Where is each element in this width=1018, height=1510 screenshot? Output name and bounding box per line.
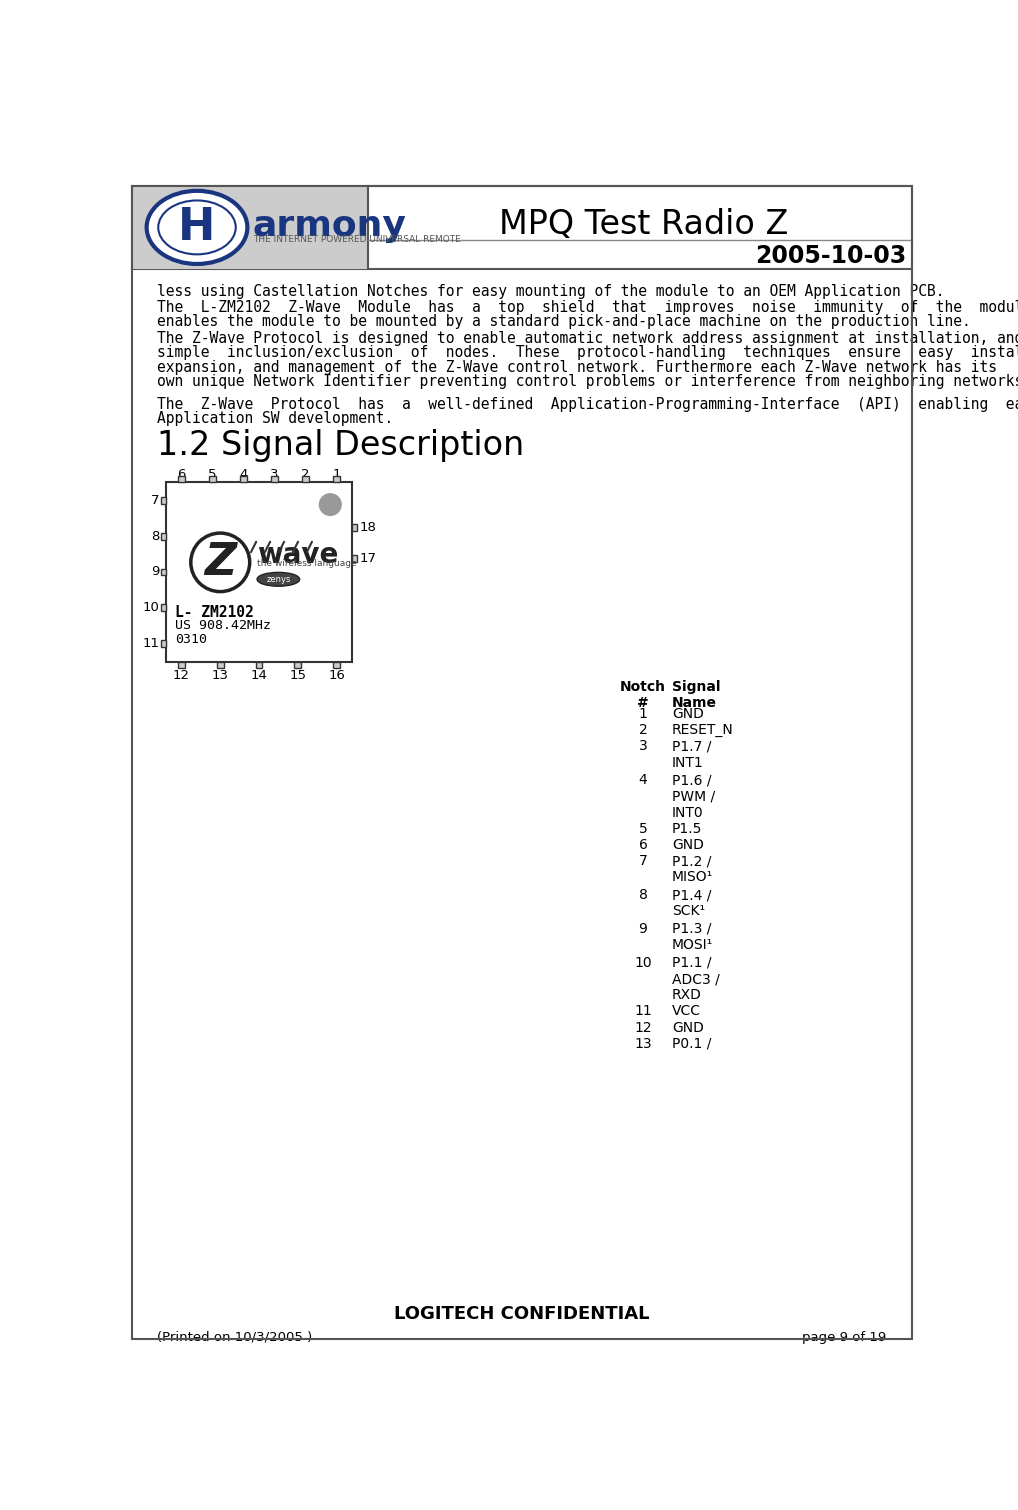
Text: 7: 7	[638, 855, 647, 868]
Bar	[161, 568, 166, 575]
Text: The  Z-Wave  Protocol  has  a  well-defined  Application-Programming-Interface  : The Z-Wave Protocol has a well-defined A…	[157, 397, 1018, 412]
Text: The Z-Wave Protocol is designed to enable automatic network address assignment a: The Z-Wave Protocol is designed to enabl…	[157, 331, 1018, 346]
Text: 17: 17	[359, 553, 377, 565]
Text: (Printed on 10/3/2005 ): (Printed on 10/3/2005 )	[157, 1330, 312, 1344]
Text: 8: 8	[638, 888, 647, 901]
Text: 4: 4	[638, 773, 647, 787]
Text: GND: GND	[672, 1021, 704, 1034]
Text: GND: GND	[672, 707, 704, 722]
Text: L- ZM2102: L- ZM2102	[175, 604, 254, 619]
Text: own unique Network Identifier preventing control problems or interference from n: own unique Network Identifier preventing…	[157, 374, 1018, 390]
Text: P1.2 /
MISO¹: P1.2 / MISO¹	[672, 855, 714, 885]
Text: H: H	[178, 205, 216, 249]
Bar	[333, 476, 340, 482]
Text: less using Castellation Notches for easy mounting of the module to an OEM Applic: less using Castellation Notches for easy…	[157, 284, 945, 299]
Text: 12: 12	[173, 669, 190, 683]
Text: LOGITECH CONFIDENTIAL: LOGITECH CONFIDENTIAL	[394, 1306, 649, 1323]
Text: 12: 12	[634, 1021, 652, 1034]
Bar	[333, 663, 340, 667]
Text: expansion, and management of the Z-Wave control network. Furthermore each Z-Wave: expansion, and management of the Z-Wave …	[157, 359, 997, 374]
Text: MPQ Test Radio Z: MPQ Test Radio Z	[499, 208, 789, 242]
Text: 9: 9	[638, 923, 647, 936]
Bar	[352, 556, 357, 562]
Bar	[352, 524, 357, 532]
Text: wave: wave	[258, 541, 339, 569]
Bar	[178, 476, 185, 482]
Text: 3: 3	[270, 468, 279, 480]
Text: 6: 6	[638, 838, 647, 852]
Text: Z: Z	[205, 541, 236, 584]
Text: P0.1 /: P0.1 /	[672, 1037, 712, 1051]
Bar	[302, 476, 309, 482]
Text: RESET_N: RESET_N	[672, 723, 734, 737]
Bar	[132, 186, 911, 269]
Text: 14: 14	[250, 669, 268, 683]
Text: 0310: 0310	[175, 633, 208, 646]
Text: 10: 10	[634, 956, 652, 969]
Bar	[166, 482, 352, 663]
Text: THE INTERNET POWERED UNIVERSAL REMOTE: THE INTERNET POWERED UNIVERSAL REMOTE	[252, 236, 460, 245]
Circle shape	[190, 533, 249, 592]
Text: 16: 16	[328, 669, 345, 683]
Text: 4: 4	[239, 468, 247, 480]
Bar	[161, 604, 166, 612]
Text: US 908.42MHz: US 908.42MHz	[175, 619, 272, 633]
Text: P1.7 /
INT1: P1.7 / INT1	[672, 740, 712, 770]
Text: 8: 8	[152, 530, 160, 544]
Ellipse shape	[258, 572, 299, 586]
Text: 1.2 Signal Description: 1.2 Signal Description	[157, 429, 524, 462]
Text: P1.1 /
ADC3 /
RXD: P1.1 / ADC3 / RXD	[672, 956, 720, 1003]
Text: GND: GND	[672, 838, 704, 852]
Text: 11: 11	[634, 1004, 652, 1018]
Bar	[217, 663, 224, 667]
Text: page 9 of 19: page 9 of 19	[802, 1330, 887, 1344]
Text: Signal
Name: Signal Name	[672, 680, 721, 710]
Text: P1.3 /
MOSI¹: P1.3 / MOSI¹	[672, 923, 714, 953]
Text: 2005-10-03: 2005-10-03	[755, 245, 906, 269]
Text: P1.4 /
SCK¹: P1.4 / SCK¹	[672, 888, 712, 918]
Text: armony: armony	[252, 208, 406, 243]
Text: enables the module to be mounted by a standard pick-and-place machine on the pro: enables the module to be mounted by a st…	[157, 314, 970, 329]
Bar	[161, 533, 166, 541]
Bar	[240, 476, 247, 482]
Ellipse shape	[147, 190, 247, 264]
Bar	[178, 663, 185, 667]
Text: 15: 15	[289, 669, 306, 683]
Text: 5: 5	[638, 821, 647, 837]
Circle shape	[320, 494, 341, 515]
Text: 18: 18	[359, 521, 377, 535]
Text: 13: 13	[212, 669, 229, 683]
Text: zenys: zenys	[266, 575, 290, 584]
Text: The  L-ZM2102  Z-Wave  Module  has  a  top  shield  that  improves  noise  immun: The L-ZM2102 Z-Wave Module has a top shi…	[157, 300, 1018, 314]
Text: VCC: VCC	[672, 1004, 701, 1018]
Bar	[161, 640, 166, 646]
Bar	[209, 476, 216, 482]
Text: P1.5: P1.5	[672, 821, 702, 837]
Text: 1: 1	[638, 707, 647, 722]
Text: 6: 6	[177, 468, 185, 480]
Text: 2: 2	[638, 723, 647, 737]
Bar	[271, 476, 278, 482]
Bar	[132, 186, 369, 269]
Text: 7: 7	[152, 494, 160, 507]
Text: 1: 1	[332, 468, 341, 480]
Bar	[294, 663, 301, 667]
Text: Application SW development.: Application SW development.	[157, 411, 393, 426]
Text: Notch
#: Notch #	[620, 680, 666, 710]
Text: 10: 10	[143, 601, 160, 615]
Bar	[161, 497, 166, 504]
Text: simple  inclusion/exclusion  of  nodes.  These  protocol-handling  techniques  e: simple inclusion/exclusion of nodes. The…	[157, 346, 1018, 361]
Text: 13: 13	[634, 1037, 652, 1051]
Text: 5: 5	[209, 468, 217, 480]
Bar	[256, 663, 263, 667]
Text: 9: 9	[152, 565, 160, 578]
Text: 3: 3	[638, 740, 647, 753]
Text: P1.6 /
PWM /
INT0: P1.6 / PWM / INT0	[672, 773, 716, 820]
Text: 2: 2	[301, 468, 309, 480]
Text: 11: 11	[143, 637, 160, 649]
Text: the wireless language: the wireless language	[258, 559, 357, 568]
